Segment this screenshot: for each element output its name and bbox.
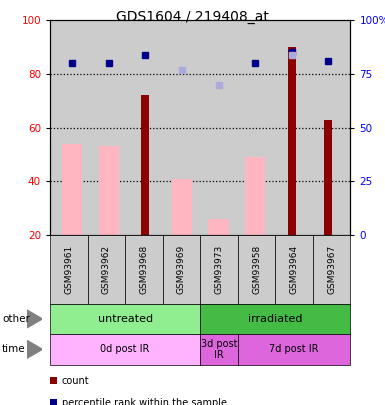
Text: count: count bbox=[62, 376, 89, 386]
Text: GSM93961: GSM93961 bbox=[64, 245, 73, 294]
Text: 0d post IR: 0d post IR bbox=[100, 344, 150, 354]
Text: irradiated: irradiated bbox=[248, 314, 303, 324]
Text: GDS1604 / 219408_at: GDS1604 / 219408_at bbox=[116, 10, 269, 24]
Bar bbox=[141, 95, 149, 235]
Text: percentile rank within the sample: percentile rank within the sample bbox=[62, 398, 227, 405]
Text: GSM93958: GSM93958 bbox=[252, 245, 261, 294]
Bar bbox=[62, 144, 82, 235]
Text: GSM93973: GSM93973 bbox=[214, 245, 223, 294]
Text: GSM93968: GSM93968 bbox=[139, 245, 148, 294]
Polygon shape bbox=[27, 310, 42, 328]
Bar bbox=[99, 146, 119, 235]
Polygon shape bbox=[27, 340, 42, 358]
Text: time: time bbox=[2, 344, 25, 354]
Text: GSM93962: GSM93962 bbox=[102, 245, 111, 294]
Text: GSM93969: GSM93969 bbox=[177, 245, 186, 294]
Bar bbox=[208, 219, 229, 235]
Text: GSM93967: GSM93967 bbox=[327, 245, 336, 294]
Bar bbox=[288, 47, 296, 235]
Text: untreated: untreated bbox=[97, 314, 153, 324]
Text: 3d post
IR: 3d post IR bbox=[201, 339, 237, 360]
Text: other: other bbox=[2, 314, 30, 324]
Bar bbox=[324, 119, 332, 235]
Text: 7d post IR: 7d post IR bbox=[269, 344, 319, 354]
Text: GSM93964: GSM93964 bbox=[290, 245, 298, 294]
Bar bbox=[245, 157, 265, 235]
Bar bbox=[172, 179, 192, 235]
